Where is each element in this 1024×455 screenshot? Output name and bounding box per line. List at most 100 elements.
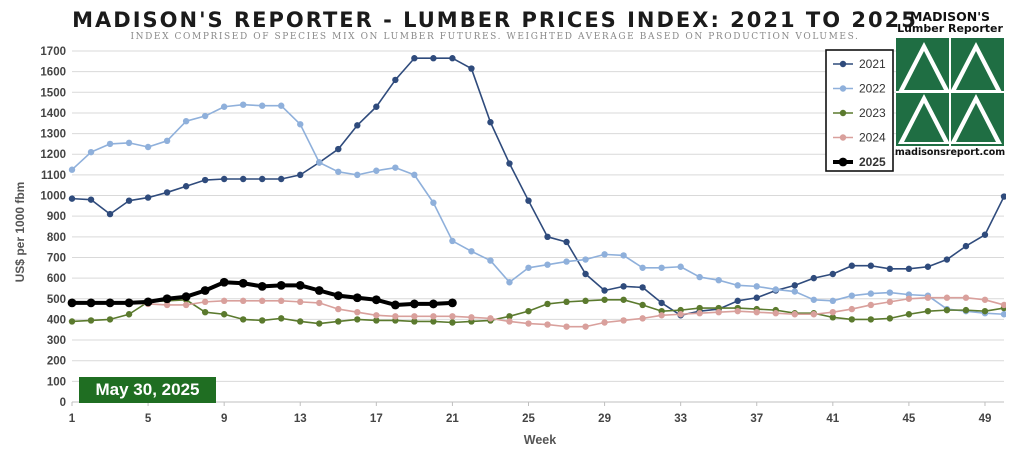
data-point-2022 [354, 171, 361, 179]
data-point-2023 [696, 304, 703, 312]
data-point-2024 [544, 321, 551, 328]
data-point-2021 [278, 175, 285, 183]
data-point-2024 [677, 311, 684, 318]
data-point-2022 [316, 159, 323, 166]
data-point-2021 [601, 287, 608, 294]
data-point-2023 [620, 296, 627, 303]
data-point-2023 [125, 311, 133, 318]
data-point-2025 [314, 286, 324, 295]
data-point-2022 [125, 139, 133, 147]
y-tick-label: 800 [47, 232, 66, 244]
y-tick-label: 1000 [40, 191, 66, 203]
y-tick-label: 1100 [41, 170, 66, 182]
data-point-2022 [525, 264, 532, 271]
data-point-2024 [658, 312, 665, 319]
data-point-2022 [582, 256, 589, 263]
data-point-2022 [220, 103, 228, 110]
data-point-2022 [487, 257, 494, 264]
data-point-2023 [354, 316, 361, 323]
data-point-2022 [468, 248, 475, 255]
data-point-2025 [219, 277, 229, 287]
y-axis-label: US$ per 1000 fbm [13, 182, 27, 283]
y-tick-label: 400 [47, 314, 66, 326]
data-point-2024 [1000, 301, 1006, 309]
data-point-2022 [791, 288, 798, 295]
logo-tree-icon [896, 38, 1004, 146]
x-tick-label: 49 [979, 413, 992, 425]
data-point-2024 [924, 294, 932, 301]
data-point-2021 [525, 197, 532, 204]
data-point-2021 [68, 195, 76, 202]
data-point-2023 [201, 308, 209, 316]
data-point-2025 [333, 291, 343, 301]
data-point-2023 [943, 306, 951, 314]
data-point-2022 [506, 279, 513, 286]
series-group [67, 55, 1006, 330]
data-point-2021 [297, 171, 304, 179]
y-tick-label: 1700 [40, 46, 66, 58]
gridlines [72, 50, 1004, 403]
data-point-2022 [886, 289, 894, 296]
data-point-2021 [487, 119, 494, 126]
data-point-2021 [544, 233, 551, 241]
data-point-2021 [239, 175, 247, 183]
legend-label: 2022 [859, 82, 886, 96]
data-point-2024 [582, 323, 589, 330]
data-point-2023 [601, 296, 608, 303]
data-point-2023 [259, 317, 266, 324]
data-point-2023 [544, 300, 551, 308]
data-point-2025 [390, 300, 400, 310]
data-point-2024 [506, 318, 513, 325]
data-point-2023 [106, 316, 114, 323]
data-point-2025 [67, 298, 77, 308]
data-point-2025 [162, 294, 172, 304]
data-point-2024 [791, 311, 798, 318]
data-point-2021 [373, 103, 380, 110]
data-point-2021 [430, 55, 437, 62]
data-point-2024 [905, 295, 913, 302]
data-point-2025 [238, 278, 248, 288]
series-2023 [68, 296, 1006, 327]
data-point-2023 [639, 301, 646, 309]
legend-swatch-marker [839, 134, 847, 141]
x-tick-label: 17 [370, 413, 383, 425]
data-point-2024 [220, 297, 228, 305]
data-point-2021 [163, 189, 171, 196]
data-point-2022 [867, 290, 875, 297]
data-point-2023 [582, 297, 589, 305]
data-point-2024 [182, 301, 190, 309]
data-point-2024 [430, 313, 437, 320]
x-axis-label: Week [524, 433, 556, 447]
data-point-2022 [696, 273, 703, 281]
series-2025 [67, 277, 457, 310]
data-point-2025 [371, 295, 381, 305]
data-point-2025 [409, 299, 419, 309]
data-point-2021 [182, 183, 190, 190]
y-tick-label: 200 [47, 356, 66, 368]
logo: MADISON'S Lumber Reporter madisonsreport… [894, 8, 1006, 158]
legend-swatch-marker [839, 85, 847, 92]
data-point-2023 [962, 306, 970, 314]
data-point-2023 [867, 316, 875, 323]
data-point-2021 [924, 263, 932, 270]
data-point-2021 [106, 210, 114, 218]
data-point-2024 [734, 307, 741, 315]
data-point-2025 [105, 298, 115, 308]
data-point-2022 [677, 263, 684, 270]
y-tick-label: 300 [47, 335, 66, 347]
y-tick-label: 600 [47, 273, 66, 285]
data-point-2021 [392, 76, 399, 84]
data-point-2022 [772, 286, 779, 293]
data-point-2023 [924, 307, 932, 315]
data-point-2024 [411, 313, 418, 320]
x-tick-label: 37 [750, 413, 763, 425]
data-point-2021 [886, 265, 894, 273]
legend-label: 2025 [859, 155, 886, 169]
legend-label: 2024 [859, 131, 886, 145]
legend-swatch-marker [839, 109, 847, 117]
data-point-2022 [239, 101, 247, 108]
data-point-2024 [696, 310, 703, 317]
data-point-2025 [428, 299, 438, 309]
data-point-2021 [620, 283, 627, 290]
